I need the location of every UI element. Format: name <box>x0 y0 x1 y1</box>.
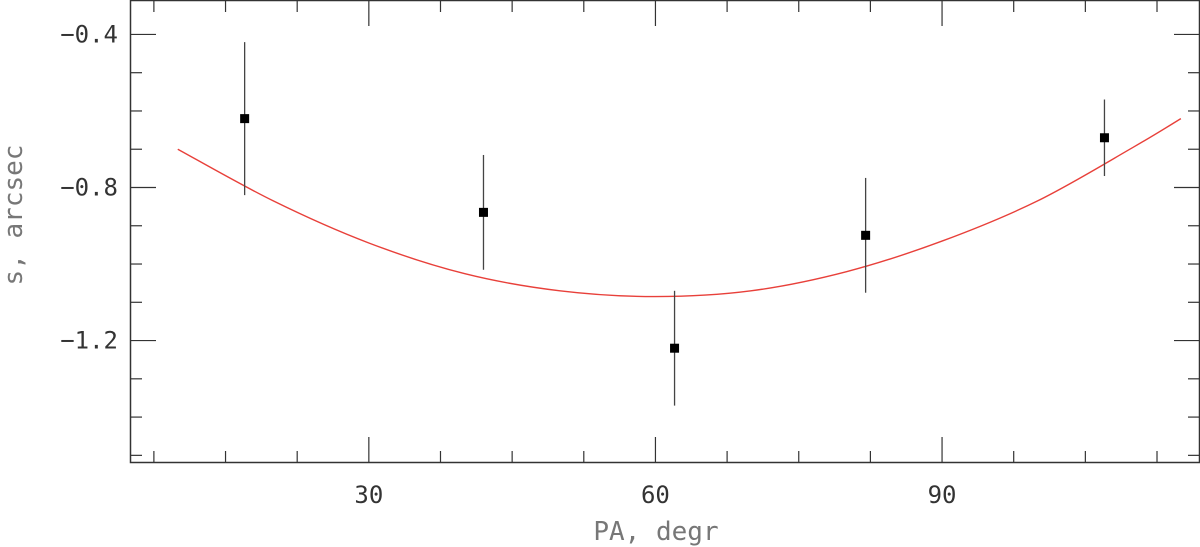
fit-curve-layer <box>177 118 1182 298</box>
data-point <box>670 343 680 353</box>
plot-border <box>129 0 1200 464</box>
data-point <box>1099 133 1109 143</box>
fit-curve <box>177 118 1182 298</box>
y-tick-label: −1.2 <box>60 327 118 355</box>
data-point <box>861 230 871 240</box>
data-point <box>240 114 250 124</box>
x-axis-label: PA, degr <box>593 517 718 547</box>
x-tick-label: 90 <box>928 481 957 509</box>
axis-labels: PA, degr s, arcsec <box>0 145 719 547</box>
x-tick-label: 30 <box>354 481 383 509</box>
axis-ticks: 30 60 90 −0.4 −0.8 −1.2 <box>60 0 1200 509</box>
x-tick-label: 60 <box>641 481 670 509</box>
data-point <box>478 207 488 217</box>
y-tick-label: −0.8 <box>60 173 118 201</box>
plot-frame <box>129 0 1200 464</box>
y-axis-label: s, arcsec <box>0 145 29 286</box>
data-points-layer <box>240 42 1109 406</box>
y-tick-label: −0.4 <box>60 20 118 48</box>
